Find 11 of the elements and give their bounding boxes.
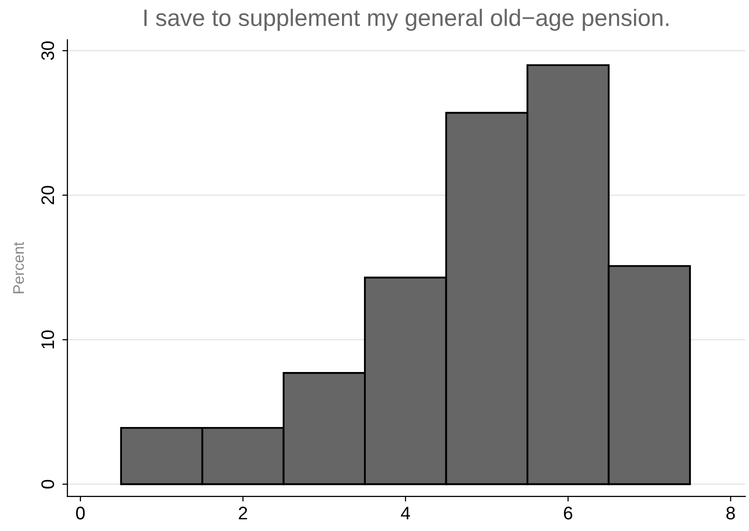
x-tick-label: 8: [726, 506, 735, 520]
x-tick-label: 2: [238, 506, 248, 520]
y-axis-title: Percent: [13, 242, 24, 294]
chart-title: I save to supplement my general old−age pension.: [144, 8, 668, 31]
x-tick-label: 4: [400, 506, 410, 520]
x-tick-label: 0: [76, 506, 85, 520]
y-tick-label: 10: [41, 330, 54, 348]
y-tick-label: 20: [41, 186, 54, 204]
y-tick-label: 30: [41, 41, 54, 60]
x-tick-label: 6: [564, 506, 572, 520]
y-tick-label: 0: [41, 480, 54, 489]
